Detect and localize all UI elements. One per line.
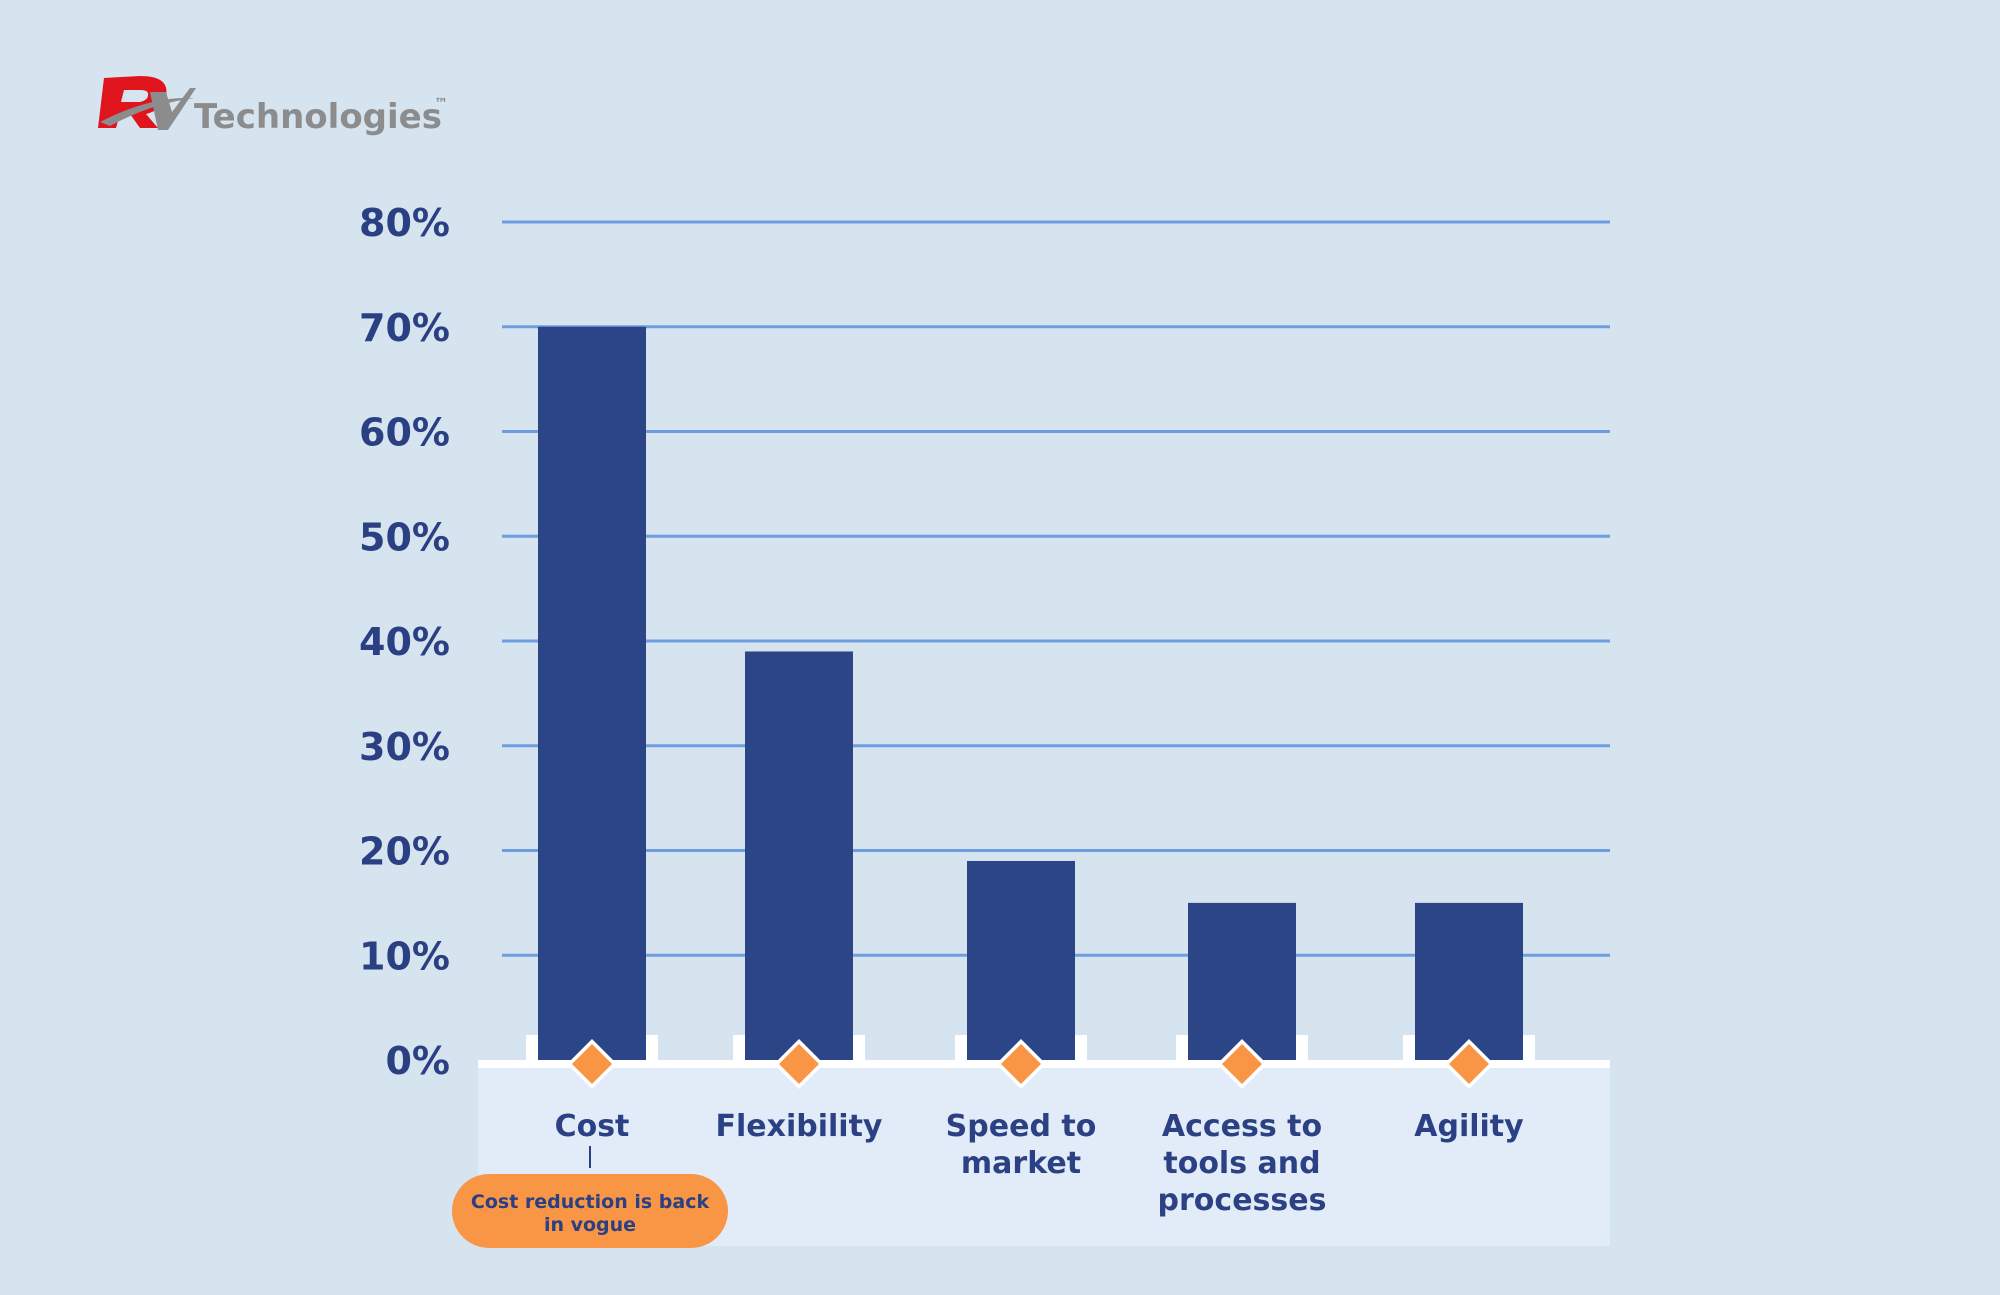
category-marker (1449, 1044, 1489, 1084)
company-logo: Technologies ™ (98, 76, 448, 137)
x-tick-label: processes (1158, 1183, 1327, 1218)
y-tick-label: 30% (359, 725, 450, 769)
x-tick-label: Access to (1162, 1109, 1322, 1144)
logo-tm: ™ (434, 96, 448, 112)
category-marker (779, 1044, 819, 1084)
category-markers (567, 1039, 1494, 1089)
x-tick-label: tools and (1163, 1146, 1320, 1181)
y-tick-label: 80% (359, 201, 450, 245)
x-tick-label: Agility (1414, 1109, 1524, 1144)
bar (967, 860, 1075, 1060)
x-tick-label: Flexibility (716, 1109, 883, 1144)
grid-lines (502, 220, 1610, 957)
y-tick-label: 0% (385, 1039, 450, 1083)
y-axis-tick-labels: 0% 10% 20% 30% 40% 50% 60% 70% 80% (359, 201, 450, 1083)
x-tick-label: market (961, 1146, 1081, 1181)
logo-swoosh (100, 97, 194, 126)
annotation-text: in vogue (544, 1214, 636, 1236)
bar (1188, 902, 1296, 1060)
category-marker (1001, 1044, 1041, 1084)
bar (745, 651, 853, 1060)
bars (526, 326, 1535, 1064)
annotation-bubble (452, 1174, 728, 1248)
logo-mark-v (150, 88, 196, 130)
x-tick-label: Speed to (946, 1109, 1097, 1144)
y-tick-label: 60% (359, 411, 450, 455)
bar (1415, 902, 1523, 1060)
x-tick-label: Cost (555, 1109, 630, 1144)
y-tick-label: 40% (359, 620, 450, 664)
y-tick-label: 10% (359, 934, 450, 978)
y-tick-label: 70% (359, 306, 450, 350)
category-marker (1222, 1044, 1262, 1084)
y-tick-label: 50% (359, 515, 450, 559)
category-marker (572, 1044, 612, 1084)
logo-text: Technologies (194, 97, 442, 137)
bar (538, 326, 646, 1060)
annotation-text: Cost reduction is back (471, 1191, 710, 1213)
y-tick-label: 20% (359, 830, 450, 874)
